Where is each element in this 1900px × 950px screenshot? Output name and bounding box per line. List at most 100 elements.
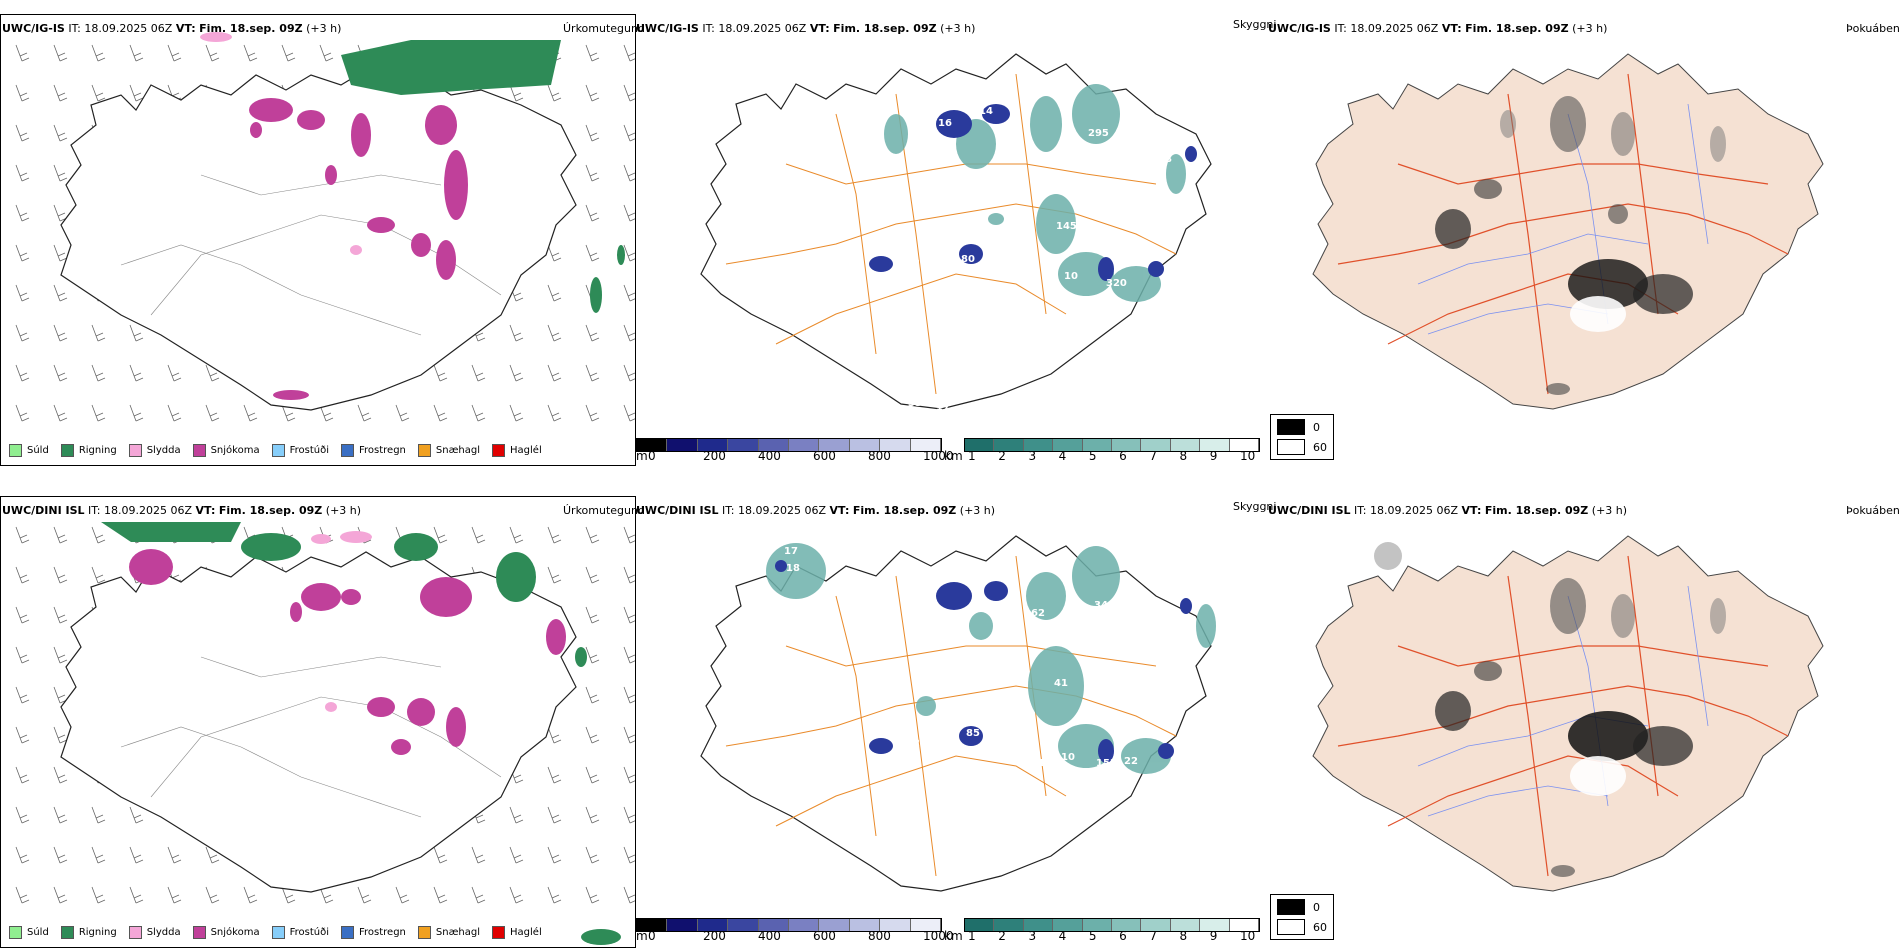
wind-barb bbox=[623, 606, 635, 624]
legend-swatch bbox=[492, 444, 506, 457]
wind-barb bbox=[585, 766, 600, 784]
wind-barb bbox=[15, 44, 30, 62]
wind-barb bbox=[623, 284, 635, 302]
colorbar-tick: 5 bbox=[1088, 929, 1097, 943]
precip-map-row2 bbox=[15, 522, 635, 945]
wind-barb bbox=[357, 886, 372, 904]
colorbar-cell bbox=[1141, 439, 1171, 451]
wind-barb bbox=[585, 646, 600, 664]
cloud-panel-row1: 16 14 70 73 96 12 80 145 12 10 320 295 88 33 17 bbox=[636, 14, 1266, 450]
colorbar-tick: 0 bbox=[648, 449, 656, 463]
colorbar-cell bbox=[1023, 439, 1054, 451]
wind-barb bbox=[15, 686, 30, 704]
legend-swatch bbox=[1277, 899, 1305, 915]
wind-barb bbox=[623, 766, 635, 784]
map-value-label: 96 bbox=[876, 278, 890, 289]
wind-barb bbox=[205, 364, 220, 382]
colorbar-cell bbox=[758, 439, 790, 451]
legend-label: Snjókoma bbox=[210, 445, 260, 456]
map-value-label: 85 bbox=[966, 728, 980, 739]
precip-map-row1 bbox=[15, 32, 635, 422]
wind-barb bbox=[547, 566, 562, 584]
precip-legend-item: Frostregn bbox=[341, 926, 406, 939]
wind-barb bbox=[585, 204, 600, 222]
header-fog-row1: UWC/IG-IS IT: 18.09.2025 06Z VT: Fim. 18… bbox=[1268, 22, 1608, 35]
iceland-outline bbox=[60, 69, 577, 411]
precip-legend-item: Slydda bbox=[128, 926, 181, 939]
wind-barb bbox=[281, 886, 296, 904]
wind-barb bbox=[167, 886, 182, 904]
wind-barb bbox=[509, 846, 524, 864]
height-ticks-row1: m 0 200 400 600 800 1000 bbox=[636, 449, 966, 463]
wind-barb bbox=[623, 44, 635, 62]
wind-barb bbox=[585, 806, 600, 824]
wind-barb bbox=[547, 726, 562, 744]
wind-barb bbox=[205, 886, 220, 904]
map-value-label: 16 bbox=[938, 118, 952, 129]
colorbar-cell bbox=[819, 919, 850, 931]
legend-label: Rigning bbox=[78, 445, 117, 456]
wind-barb bbox=[53, 606, 68, 624]
wind-barb bbox=[471, 404, 486, 422]
wind-barb bbox=[53, 526, 68, 544]
colorbar-tick: 600 bbox=[813, 449, 836, 463]
wind-barb bbox=[585, 404, 600, 422]
wind-barb bbox=[205, 404, 220, 422]
sleet-areas bbox=[311, 531, 372, 712]
precip-legend-row1: Súld Rigning Slydda Snjókoma Frostúði Frostre… bbox=[9, 444, 554, 457]
wind-barb bbox=[547, 886, 562, 904]
colorbar-tick: 9 bbox=[1209, 449, 1218, 463]
legend-label: Frostregn bbox=[359, 445, 406, 456]
colorbar-cell bbox=[849, 439, 881, 451]
legend-label: Frostúði bbox=[289, 445, 329, 456]
colorbar-tick: 4 bbox=[1058, 449, 1067, 463]
wind-barb bbox=[623, 124, 635, 142]
visibility-areas bbox=[766, 543, 1216, 774]
fog-legend-item: 0 bbox=[1277, 899, 1327, 915]
legend-label: Haglél bbox=[510, 445, 542, 456]
title-fog-row1: Þokuábendi bbox=[1846, 22, 1900, 35]
wind-barb bbox=[433, 404, 448, 422]
wind-barb bbox=[53, 44, 68, 62]
wind-barb bbox=[15, 404, 30, 422]
colorbar-tick: 2 bbox=[998, 449, 1006, 463]
wind-barb bbox=[395, 404, 410, 422]
wind-barb bbox=[15, 766, 30, 784]
legend-label: Haglél bbox=[510, 927, 542, 938]
wind-barb bbox=[53, 566, 68, 584]
map-value-label: 41 bbox=[1054, 678, 1068, 689]
colorbar-cell bbox=[1229, 919, 1260, 931]
colorbar-tick: 3 bbox=[1028, 449, 1037, 463]
wind-barb bbox=[623, 806, 635, 824]
wind-barb bbox=[129, 806, 144, 824]
wind-barb bbox=[509, 364, 524, 382]
wind-barb bbox=[53, 284, 68, 302]
colorbar-cell bbox=[880, 439, 911, 451]
wind-barb bbox=[623, 324, 635, 342]
colorbar-tick: 600 bbox=[813, 929, 836, 943]
fog-legend-item: 60 bbox=[1277, 919, 1327, 935]
wind-barb bbox=[547, 364, 562, 382]
wind-barb bbox=[129, 846, 144, 864]
wind-barb bbox=[623, 164, 635, 182]
wind-barb bbox=[53, 124, 68, 142]
wind-barb bbox=[15, 806, 30, 824]
wind-barb bbox=[91, 886, 106, 904]
map-value-label: 17 bbox=[784, 546, 798, 557]
precip-legend-item: Rigning bbox=[60, 926, 117, 939]
wind-barb bbox=[167, 364, 182, 382]
wind-barb bbox=[547, 766, 562, 784]
colorbar-tick: 7 bbox=[1149, 449, 1157, 463]
wind-barb bbox=[91, 324, 106, 342]
precip-panel-row1: Súld Rigning Slydda Snjókoma Frostúði Frostre… bbox=[0, 14, 636, 466]
colorbar-tick: 7 bbox=[1149, 929, 1157, 943]
wind-barb bbox=[509, 806, 524, 824]
colorbar-cell bbox=[965, 439, 995, 451]
colorbar-tick: 6 bbox=[1119, 449, 1127, 463]
wind-barb bbox=[281, 44, 296, 62]
colorbar-cell bbox=[880, 919, 911, 931]
wind-barb bbox=[15, 526, 30, 544]
wind-barb bbox=[15, 124, 30, 142]
wind-barb bbox=[53, 646, 68, 664]
legend-swatch bbox=[1277, 419, 1305, 435]
